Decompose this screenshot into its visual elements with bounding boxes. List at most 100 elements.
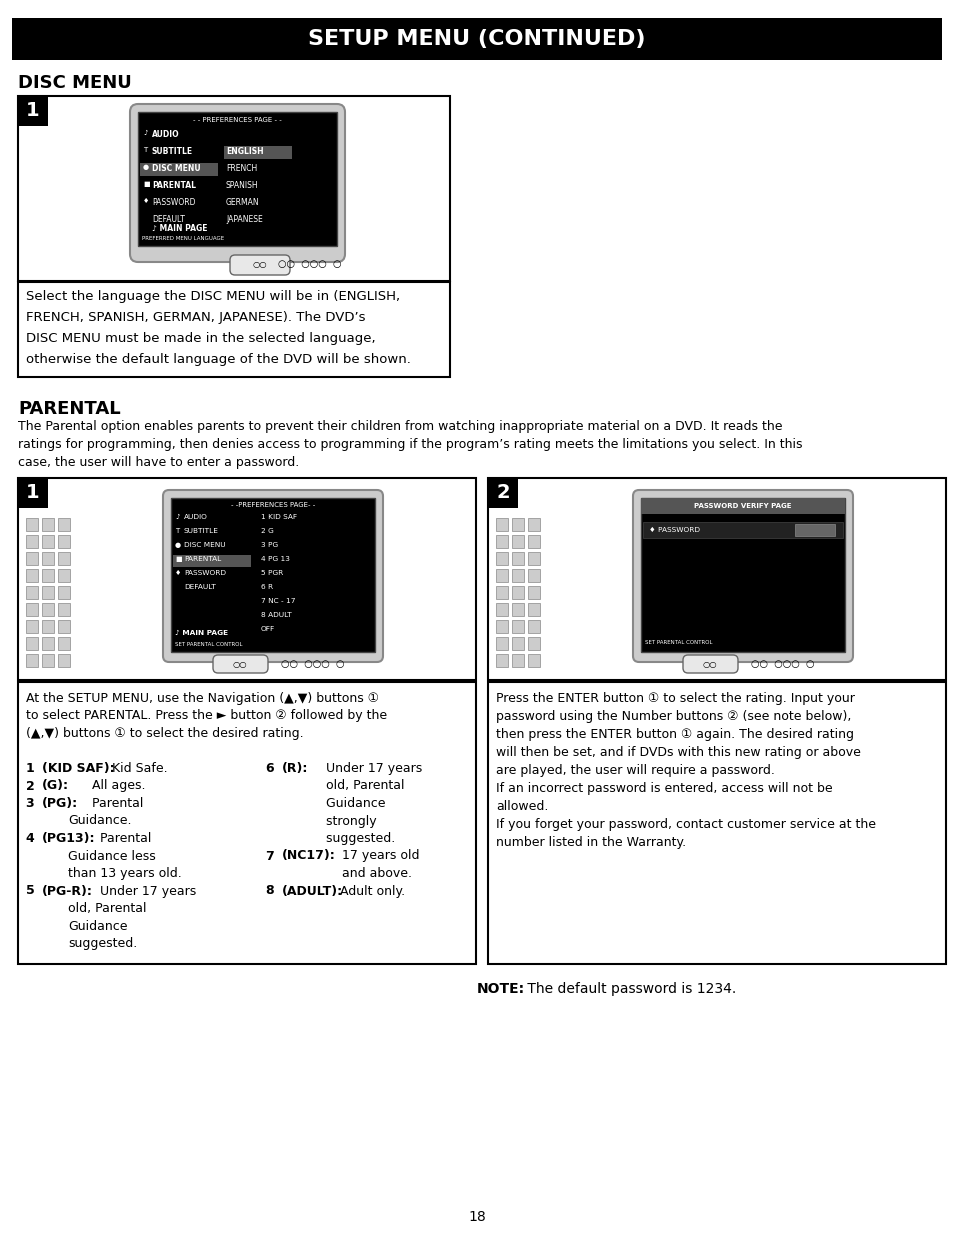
Text: (NC17):: (NC17): bbox=[282, 850, 335, 862]
Bar bbox=[512, 637, 523, 650]
Text: 3: 3 bbox=[26, 797, 39, 810]
Bar bbox=[140, 163, 218, 177]
Text: suggested.: suggested. bbox=[302, 832, 395, 845]
Text: ■: ■ bbox=[143, 182, 150, 186]
Text: ●: ● bbox=[174, 542, 181, 548]
Bar bbox=[18, 282, 450, 377]
Text: ♪ MAIN PAGE: ♪ MAIN PAGE bbox=[174, 630, 228, 636]
Text: and above.: and above. bbox=[334, 867, 412, 881]
Bar bbox=[640, 498, 844, 652]
FancyBboxPatch shape bbox=[213, 655, 268, 673]
Text: Parental: Parental bbox=[76, 797, 143, 810]
Text: Press the ENTER button ① to select the rating. Input your: Press the ENTER button ① to select the r… bbox=[496, 692, 854, 705]
Bar bbox=[12, 19, 941, 61]
Bar bbox=[496, 603, 507, 616]
Text: ♦ PASSWORD: ♦ PASSWORD bbox=[648, 527, 700, 534]
Text: (G):: (G): bbox=[42, 779, 69, 793]
Bar bbox=[26, 585, 38, 599]
Text: If you forget your password, contact customer service at the: If you forget your password, contact cus… bbox=[496, 818, 875, 831]
Bar bbox=[488, 478, 945, 680]
Bar bbox=[496, 517, 507, 531]
Text: otherwise the default language of the DVD will be shown.: otherwise the default language of the DV… bbox=[26, 353, 411, 366]
Text: DISC MENU: DISC MENU bbox=[18, 74, 132, 91]
Text: T: T bbox=[174, 529, 179, 534]
Text: (R):: (R): bbox=[282, 762, 308, 776]
Text: 2: 2 bbox=[496, 483, 509, 503]
Text: AUDIO: AUDIO bbox=[184, 514, 208, 520]
Text: (PG):: (PG): bbox=[42, 797, 78, 810]
Text: 6 R: 6 R bbox=[261, 584, 273, 590]
Text: OFF: OFF bbox=[261, 626, 275, 632]
Bar bbox=[26, 655, 38, 667]
Text: allowed.: allowed. bbox=[496, 800, 548, 813]
Bar bbox=[512, 655, 523, 667]
Text: Adult only.: Adult only. bbox=[339, 884, 405, 898]
Bar bbox=[58, 603, 70, 616]
Text: JAPANESE: JAPANESE bbox=[226, 215, 262, 224]
Text: Parental: Parental bbox=[91, 832, 152, 845]
Bar bbox=[26, 569, 38, 582]
Text: PREFERRED MENU LANGUAGE: PREFERRED MENU LANGUAGE bbox=[142, 236, 224, 241]
Text: AUDIO: AUDIO bbox=[152, 130, 179, 140]
Text: ●: ● bbox=[143, 164, 149, 170]
Text: ○○: ○○ bbox=[253, 261, 267, 269]
Text: will then be set, and if DVDs with this new rating or above: will then be set, and if DVDs with this … bbox=[496, 746, 860, 760]
Bar bbox=[42, 655, 54, 667]
Text: to select PARENTAL. Press the ► button ② followed by the: to select PARENTAL. Press the ► button ②… bbox=[26, 709, 387, 722]
Bar bbox=[58, 569, 70, 582]
Text: Guidance: Guidance bbox=[302, 797, 385, 810]
Text: 8 ADULT: 8 ADULT bbox=[261, 613, 292, 618]
Text: password using the Number buttons ② (see note below),: password using the Number buttons ② (see… bbox=[496, 710, 850, 722]
Bar bbox=[640, 498, 844, 514]
Bar bbox=[26, 637, 38, 650]
Text: are played, the user will require a password.: are played, the user will require a pass… bbox=[496, 764, 774, 777]
Text: NOTE:: NOTE: bbox=[476, 982, 524, 995]
Text: 17 years old: 17 years old bbox=[334, 850, 419, 862]
Text: (KID SAF):: (KID SAF): bbox=[42, 762, 114, 776]
Text: SUBTITLE: SUBTITLE bbox=[184, 529, 218, 534]
Text: ENGLISH: ENGLISH bbox=[226, 147, 263, 156]
Bar bbox=[26, 517, 38, 531]
Bar bbox=[26, 535, 38, 548]
Bar bbox=[42, 535, 54, 548]
Text: Under 17 years: Under 17 years bbox=[91, 884, 196, 898]
Bar bbox=[794, 524, 834, 536]
Bar bbox=[172, 555, 251, 567]
Text: At the SETUP MENU, use the Navigation (▲,▼) buttons ①: At the SETUP MENU, use the Navigation (▲… bbox=[26, 692, 378, 705]
Text: old, Parental: old, Parental bbox=[302, 779, 404, 793]
Text: strongly: strongly bbox=[302, 815, 376, 827]
Text: DISC MENU: DISC MENU bbox=[184, 542, 226, 548]
Text: ratings for programming, then denies access to programming if the program’s rati: ratings for programming, then denies acc… bbox=[18, 438, 801, 451]
Bar bbox=[512, 569, 523, 582]
Text: The Parental option enables parents to prevent their children from watching inap: The Parental option enables parents to p… bbox=[18, 420, 781, 433]
Text: PASSWORD: PASSWORD bbox=[152, 198, 195, 207]
Bar bbox=[18, 682, 476, 965]
Text: ○○  ○○○  ○: ○○ ○○○ ○ bbox=[750, 659, 814, 669]
Text: 2 G: 2 G bbox=[261, 529, 274, 534]
Text: Kid Safe.: Kid Safe. bbox=[108, 762, 168, 776]
Text: PARENTAL: PARENTAL bbox=[18, 400, 120, 417]
Bar bbox=[42, 552, 54, 564]
Bar bbox=[26, 620, 38, 634]
Text: ○○  ○○○  ○: ○○ ○○○ ○ bbox=[278, 259, 341, 269]
Bar bbox=[527, 620, 539, 634]
Bar bbox=[512, 552, 523, 564]
Bar bbox=[58, 517, 70, 531]
Text: 3 PG: 3 PG bbox=[261, 542, 278, 548]
FancyBboxPatch shape bbox=[633, 490, 852, 662]
Text: - - PREFERENCES PAGE - -: - - PREFERENCES PAGE - - bbox=[193, 117, 281, 124]
Bar bbox=[42, 637, 54, 650]
Text: ○○: ○○ bbox=[702, 659, 717, 668]
Bar bbox=[138, 112, 336, 246]
Bar bbox=[18, 478, 476, 680]
Text: 1: 1 bbox=[26, 762, 39, 776]
Bar bbox=[496, 552, 507, 564]
Text: 5 PGR: 5 PGR bbox=[261, 571, 283, 576]
Text: Guidance less: Guidance less bbox=[68, 850, 155, 862]
Bar bbox=[58, 620, 70, 634]
Text: SET PARENTAL CONTROL: SET PARENTAL CONTROL bbox=[174, 642, 242, 647]
Bar bbox=[527, 637, 539, 650]
Text: than 13 years old.: than 13 years old. bbox=[68, 867, 182, 881]
Text: PASSWORD: PASSWORD bbox=[184, 571, 226, 576]
Text: DEFAULT: DEFAULT bbox=[152, 215, 185, 224]
